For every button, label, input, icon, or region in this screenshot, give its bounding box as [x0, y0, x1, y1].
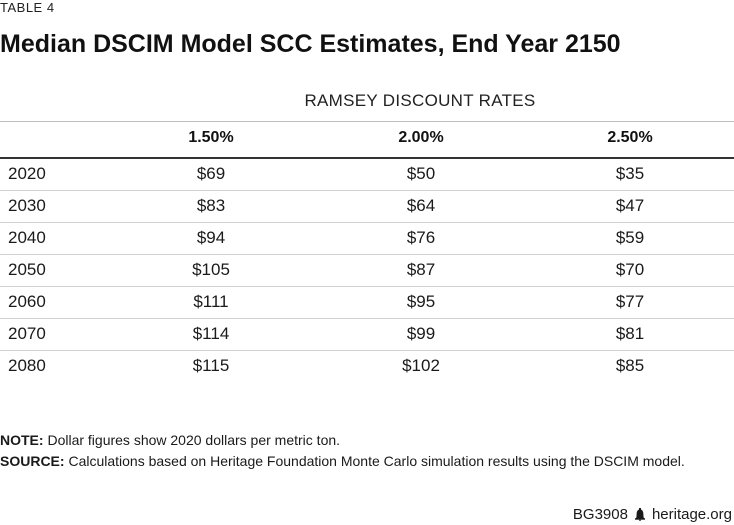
value-cell: $35 — [615, 164, 645, 183]
table-label: TABLE 4 — [0, 0, 55, 15]
source-line: SOURCE: Calculations based on Heritage F… — [0, 451, 685, 472]
value-cell: $94 — [196, 228, 226, 247]
column-header-2-00: 2.00% — [398, 129, 444, 146]
value-cell: $95 — [406, 292, 436, 311]
value-cell: $99 — [406, 324, 436, 343]
table-body: 2020 $69 $50 $35 2030 $83 $64 $47 2040 $… — [0, 159, 734, 383]
year-cell: 2070 — [8, 324, 46, 343]
note-label: NOTE: — [0, 432, 44, 448]
table-title: Median DSCIM Model SCC Estimates, End Ye… — [0, 30, 621, 58]
year-cell: 2030 — [8, 196, 46, 215]
note-text: Dollar figures show 2020 dollars per met… — [43, 432, 341, 448]
value-cell: $64 — [406, 196, 436, 215]
value-cell: $83 — [196, 196, 226, 215]
source-label: SOURCE: — [0, 453, 65, 469]
value-cell: $47 — [615, 196, 645, 215]
group-header: RAMSEY DISCOUNT RATES — [304, 91, 536, 110]
liberty-bell-icon — [634, 508, 646, 521]
year-cell: 2050 — [8, 260, 46, 279]
table-row: 2070 $114 $99 $81 — [0, 319, 734, 351]
year-cell: 2040 — [8, 228, 46, 247]
column-header-2-50: 2.50% — [607, 129, 653, 146]
year-cell: 2060 — [8, 292, 46, 311]
value-cell: $59 — [615, 228, 645, 247]
value-cell: $50 — [406, 164, 436, 183]
footer: BG3908 heritage.org — [573, 506, 732, 523]
table-row: 2040 $94 $76 $59 — [0, 223, 734, 255]
value-cell: $102 — [402, 356, 440, 375]
table-row: 2020 $69 $50 $35 — [0, 159, 734, 191]
table-row: 2080 $115 $102 $85 — [0, 351, 734, 383]
header-divider — [0, 157, 734, 159]
table-row: 2050 $105 $87 $70 — [0, 255, 734, 287]
value-cell: $115 — [192, 356, 230, 375]
top-divider — [0, 121, 734, 122]
site-link[interactable]: heritage.org — [651, 506, 732, 523]
notes-block: NOTE: Dollar figures show 2020 dollars p… — [0, 430, 685, 472]
value-cell: $111 — [193, 292, 229, 311]
value-cell: $70 — [615, 260, 645, 279]
note-line: NOTE: Dollar figures show 2020 dollars p… — [0, 430, 685, 451]
value-cell: $76 — [406, 228, 436, 247]
column-header-1-50: 1.50% — [188, 129, 234, 146]
value-cell: $87 — [406, 260, 436, 279]
report-id: BG3908 — [572, 506, 628, 523]
source-text: Calculations based on Heritage Foundatio… — [64, 453, 685, 469]
value-cell: $81 — [615, 324, 645, 343]
year-cell: 2080 — [8, 356, 46, 375]
value-cell: $69 — [196, 164, 226, 183]
value-cell: $85 — [615, 356, 645, 375]
year-cell: 2020 — [8, 164, 46, 183]
value-cell: $114 — [192, 324, 230, 343]
table-row: 2060 $111 $95 $77 — [0, 287, 734, 319]
value-cell: $77 — [615, 292, 645, 311]
table-row: 2030 $83 $64 $47 — [0, 191, 734, 223]
value-cell: $105 — [192, 260, 230, 279]
column-headers: 1.50% 2.00% 2.50% — [0, 129, 734, 157]
